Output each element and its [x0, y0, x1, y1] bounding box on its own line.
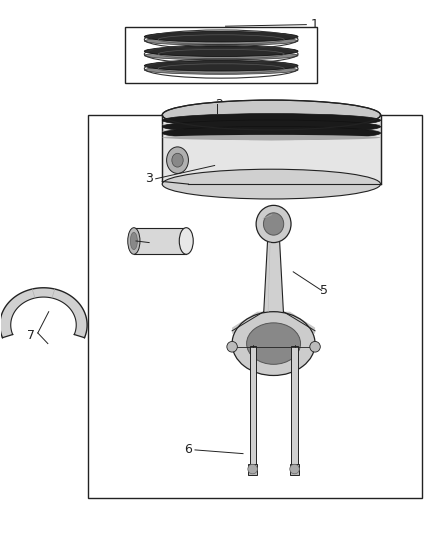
- Text: 3: 3: [145, 172, 153, 185]
- Ellipse shape: [290, 464, 299, 474]
- Ellipse shape: [145, 66, 298, 74]
- Ellipse shape: [179, 228, 193, 254]
- Text: 6: 6: [184, 443, 192, 456]
- Text: 4: 4: [137, 236, 145, 249]
- Polygon shape: [232, 312, 264, 334]
- Ellipse shape: [172, 154, 183, 167]
- Bar: [88, 115, 422, 498]
- Ellipse shape: [256, 205, 291, 243]
- Polygon shape: [264, 243, 283, 312]
- Ellipse shape: [166, 147, 188, 173]
- Ellipse shape: [162, 122, 381, 127]
- Ellipse shape: [145, 60, 298, 71]
- Ellipse shape: [227, 342, 237, 352]
- Bar: [291, 346, 297, 466]
- Ellipse shape: [248, 464, 258, 474]
- Bar: [290, 464, 299, 475]
- Polygon shape: [0, 288, 87, 338]
- Ellipse shape: [162, 169, 381, 199]
- Ellipse shape: [310, 342, 320, 352]
- Polygon shape: [162, 115, 381, 184]
- Ellipse shape: [162, 128, 381, 134]
- Text: 5: 5: [320, 284, 328, 297]
- Bar: [125, 27, 317, 83]
- Text: 7: 7: [27, 329, 35, 342]
- Ellipse shape: [162, 126, 381, 140]
- Bar: [134, 228, 186, 254]
- Ellipse shape: [162, 100, 381, 130]
- Ellipse shape: [162, 135, 381, 140]
- Ellipse shape: [145, 37, 298, 45]
- Ellipse shape: [131, 232, 138, 249]
- Ellipse shape: [247, 323, 300, 365]
- Ellipse shape: [162, 120, 381, 133]
- Polygon shape: [283, 312, 315, 334]
- Bar: [248, 464, 257, 475]
- Ellipse shape: [263, 213, 284, 235]
- Ellipse shape: [145, 31, 298, 42]
- Bar: [250, 346, 256, 466]
- Ellipse shape: [145, 46, 298, 56]
- Ellipse shape: [145, 51, 298, 60]
- Text: 2: 2: [215, 98, 223, 111]
- Ellipse shape: [162, 114, 381, 127]
- Text: 1: 1: [311, 18, 319, 31]
- Ellipse shape: [232, 312, 315, 375]
- Ellipse shape: [128, 228, 140, 254]
